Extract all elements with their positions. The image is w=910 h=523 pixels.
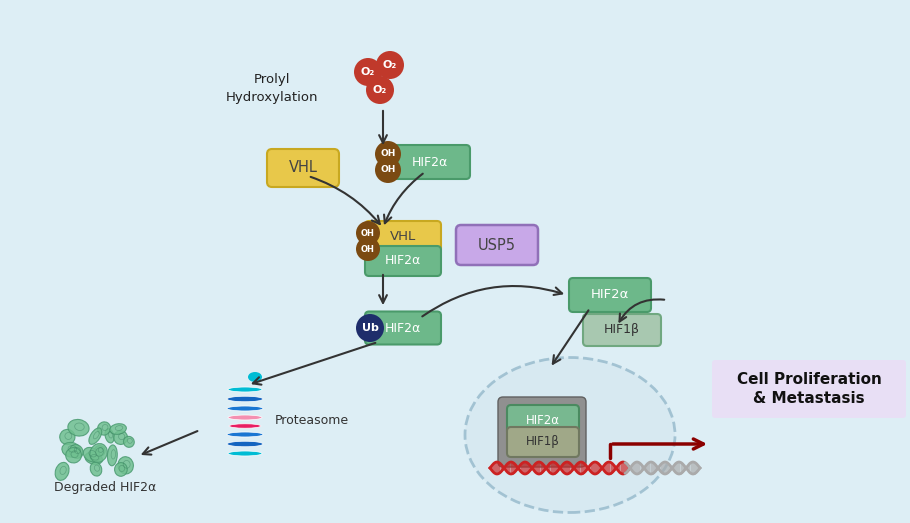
Ellipse shape (228, 415, 262, 420)
Ellipse shape (97, 422, 110, 435)
Ellipse shape (89, 428, 102, 445)
Text: Ub: Ub (361, 323, 379, 333)
Ellipse shape (124, 436, 135, 447)
Ellipse shape (227, 432, 263, 437)
Ellipse shape (227, 396, 263, 402)
Ellipse shape (84, 448, 100, 462)
Circle shape (356, 221, 380, 245)
Text: OH: OH (361, 244, 375, 254)
Text: HIF2α: HIF2α (385, 322, 421, 335)
Ellipse shape (227, 441, 263, 447)
Ellipse shape (227, 406, 263, 411)
FancyBboxPatch shape (507, 427, 579, 457)
Text: Degraded HIF2α: Degraded HIF2α (54, 482, 157, 495)
Ellipse shape (90, 462, 102, 476)
Ellipse shape (69, 445, 83, 458)
Ellipse shape (62, 442, 81, 457)
Text: O₂: O₂ (383, 60, 397, 70)
Ellipse shape (465, 358, 675, 513)
Text: HIF2α: HIF2α (385, 255, 421, 267)
Ellipse shape (105, 429, 114, 443)
Ellipse shape (114, 430, 127, 445)
Text: OH: OH (361, 229, 375, 237)
Ellipse shape (95, 446, 106, 456)
FancyBboxPatch shape (365, 312, 441, 345)
Ellipse shape (66, 448, 81, 463)
FancyBboxPatch shape (569, 278, 651, 312)
Ellipse shape (107, 445, 117, 466)
Text: Cell Proliferation
& Metastasis: Cell Proliferation & Metastasis (736, 372, 882, 406)
FancyBboxPatch shape (507, 405, 579, 435)
Circle shape (356, 314, 384, 342)
FancyBboxPatch shape (712, 360, 906, 418)
Ellipse shape (115, 462, 127, 476)
Ellipse shape (228, 451, 262, 456)
Text: O₂: O₂ (373, 85, 387, 95)
Text: OH: OH (380, 150, 396, 158)
Ellipse shape (248, 372, 262, 382)
Text: HIF1β: HIF1β (526, 436, 560, 449)
Circle shape (375, 141, 401, 167)
Text: Proteasome: Proteasome (275, 414, 349, 426)
Text: Prolyl
Hydroxylation: Prolyl Hydroxylation (226, 73, 318, 104)
Circle shape (354, 58, 382, 86)
FancyBboxPatch shape (390, 145, 470, 179)
Ellipse shape (228, 387, 262, 392)
FancyBboxPatch shape (498, 397, 586, 467)
Ellipse shape (118, 457, 134, 474)
FancyBboxPatch shape (267, 149, 339, 187)
Ellipse shape (56, 462, 69, 481)
Circle shape (366, 76, 394, 104)
FancyBboxPatch shape (365, 246, 441, 276)
Ellipse shape (110, 424, 126, 435)
Circle shape (356, 237, 380, 261)
Text: VHL: VHL (288, 161, 318, 176)
Text: USP5: USP5 (478, 237, 516, 253)
Text: HIF2α: HIF2α (591, 289, 629, 301)
FancyBboxPatch shape (365, 221, 441, 253)
Ellipse shape (85, 452, 103, 464)
Text: HIF2α: HIF2α (412, 155, 448, 168)
Circle shape (375, 157, 401, 183)
Ellipse shape (60, 429, 75, 445)
Text: HIF2α: HIF2α (526, 414, 560, 426)
Text: O₂: O₂ (361, 67, 375, 77)
Ellipse shape (68, 419, 89, 436)
Circle shape (376, 51, 404, 79)
FancyBboxPatch shape (456, 225, 538, 265)
Ellipse shape (229, 424, 261, 428)
Text: OH: OH (380, 165, 396, 175)
Ellipse shape (90, 444, 107, 462)
Text: HIF1β: HIF1β (604, 324, 640, 336)
FancyBboxPatch shape (583, 314, 661, 346)
Text: VHL: VHL (389, 231, 416, 244)
